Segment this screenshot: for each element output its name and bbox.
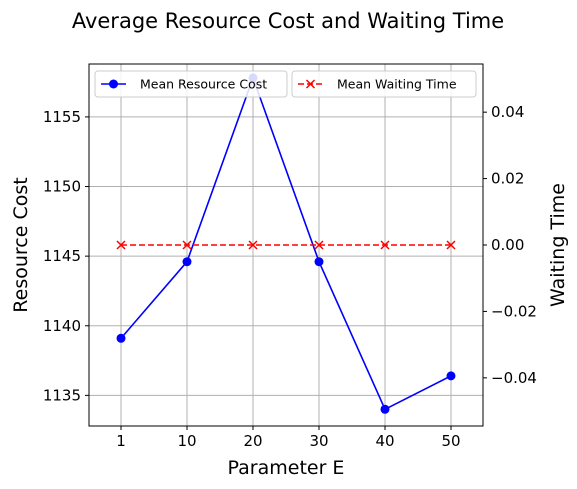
data-point xyxy=(314,240,324,250)
y-axis-left-label: Resource Cost xyxy=(10,177,32,312)
series-layer xyxy=(116,73,456,414)
legend-left-label: Mean Resource Cost xyxy=(140,77,267,92)
data-point xyxy=(182,240,192,250)
y-axis-right: 0.04 0.02 0.00 −0.02 −0.04 xyxy=(483,103,537,387)
data-point xyxy=(116,240,126,250)
x-tick-label: 50 xyxy=(441,432,460,450)
data-point xyxy=(182,257,192,267)
legend-right-box xyxy=(291,70,477,98)
data-point xyxy=(116,333,126,343)
x-axis-label: Parameter E xyxy=(228,457,345,479)
data-point xyxy=(380,404,390,414)
chart-title: Average Resource Cost and Waiting Time xyxy=(72,9,504,33)
data-point xyxy=(248,240,258,250)
x-axis: 1 10 20 30 40 50 xyxy=(116,426,461,450)
x-tick-label: 1 xyxy=(116,432,126,450)
y-axis-right-label: Waiting Time xyxy=(547,183,569,307)
legend-left-box xyxy=(94,70,288,98)
data-point xyxy=(446,371,456,381)
x-tick-label: 10 xyxy=(177,432,196,450)
y-axis-left: 1135 1140 1145 1150 1155 xyxy=(43,108,89,404)
x-tick-label: 30 xyxy=(309,432,328,450)
legend-right-marker xyxy=(305,79,316,89)
y-right-tick-label: 0.04 xyxy=(491,103,524,121)
data-point xyxy=(380,240,390,250)
legend-right-label: Mean Waiting Time xyxy=(337,77,457,92)
legend-left: Mean Resource Cost xyxy=(94,70,288,98)
y-right-tick-label: −0.04 xyxy=(491,369,537,387)
x-tick-label: 40 xyxy=(375,432,394,450)
data-point xyxy=(314,257,324,267)
y-right-tick-label: 0.00 xyxy=(491,236,524,254)
y-left-tick-label: 1155 xyxy=(43,108,81,126)
legend-left-marker xyxy=(109,79,118,89)
y-left-tick-label: 1140 xyxy=(43,317,81,335)
y-left-tick-label: 1135 xyxy=(43,386,81,404)
data-point xyxy=(446,240,456,250)
series-line xyxy=(120,75,452,411)
y-left-tick-label: 1150 xyxy=(43,178,81,196)
y-left-tick-label: 1145 xyxy=(43,247,81,265)
x-tick-label: 20 xyxy=(243,432,262,450)
y-right-tick-label: −0.02 xyxy=(491,302,537,320)
legend-right: Mean Waiting Time xyxy=(291,70,477,98)
y-right-tick-label: 0.02 xyxy=(491,170,524,188)
